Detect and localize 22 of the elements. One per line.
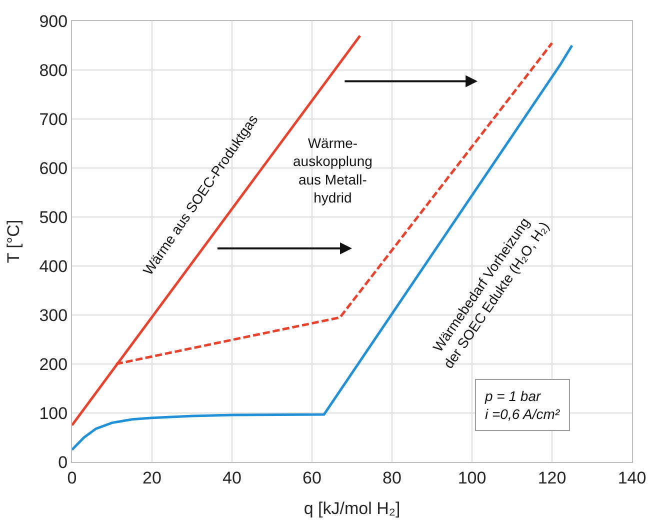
x-tick-label: 140 bbox=[618, 468, 646, 488]
y-tick-label: 0 bbox=[58, 452, 68, 472]
x-tick-label: 60 bbox=[302, 468, 322, 488]
y-tick-label: 900 bbox=[39, 12, 68, 31]
y-tick-label: 600 bbox=[39, 158, 68, 178]
y-axis-title: T [°C] bbox=[4, 220, 23, 264]
x-tick-label: 20 bbox=[142, 468, 162, 488]
annotation: Wärme- auskopplung aus Metall- hydrid bbox=[293, 135, 372, 206]
y-tick-label: 200 bbox=[39, 354, 68, 374]
x-axis-title: q [kJ/mol H₂] bbox=[304, 498, 400, 518]
y-tick-label: 500 bbox=[39, 208, 68, 227]
y-tick-label: 800 bbox=[39, 60, 68, 80]
y-tick-label: 100 bbox=[39, 404, 68, 423]
annotation: p = 1 bar i =0,6 A/cm² bbox=[484, 388, 561, 422]
x-tick-label: 80 bbox=[382, 468, 402, 488]
x-tick-label: 100 bbox=[458, 468, 486, 488]
y-tick-label: 400 bbox=[39, 256, 68, 276]
line-series bbox=[72, 44, 574, 451]
y-tick-label: 300 bbox=[39, 306, 68, 325]
x-tick-label: 40 bbox=[222, 468, 242, 488]
x-tick-label: 120 bbox=[538, 468, 566, 488]
y-tick-label: 700 bbox=[39, 110, 68, 129]
